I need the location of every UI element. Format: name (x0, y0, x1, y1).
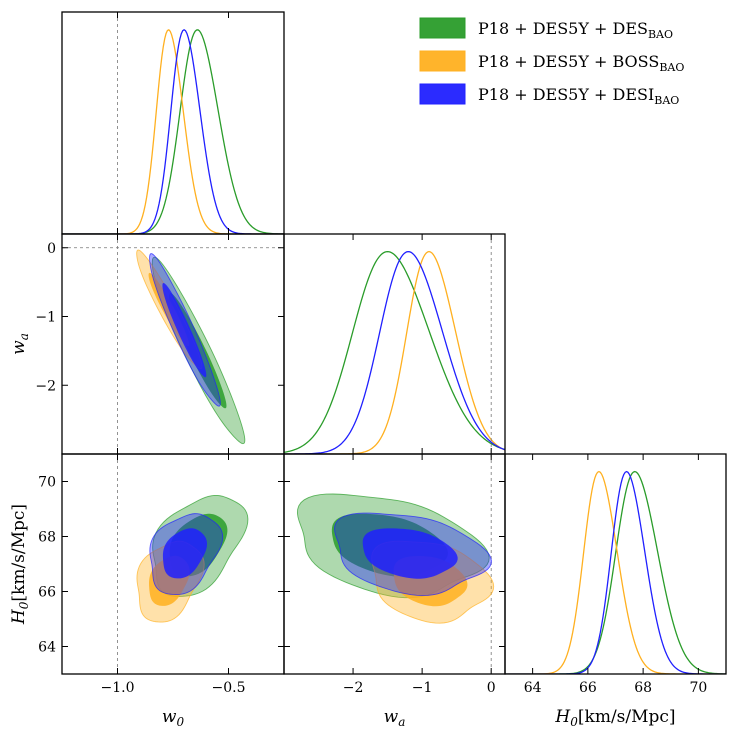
legend-swatch (419, 17, 466, 39)
y-axis-label-wa: wa (9, 333, 31, 355)
panel-plot-area (62, 12, 284, 234)
legend-label: P18 + DES5Y + DESIBAO (478, 85, 679, 107)
marginal-curve-H0-series-2 (505, 470, 726, 674)
marginal-curve-w0-series-2 (62, 28, 284, 234)
marginal-curve-wa-series-0 (284, 250, 505, 453)
x-tick-label-wa: 0 (487, 680, 496, 696)
panel-H0-H0 (504, 453, 727, 675)
legend-item: P18 + DES5Y + BOSSBAO (419, 50, 684, 74)
marginal-curve-H0-series-0 (505, 470, 726, 674)
y-tick-label-H0: 64 (38, 640, 56, 656)
panel-plot-area (284, 234, 505, 454)
x-tick-label-wa: −2 (343, 680, 364, 696)
contour-68-w0-wa-series-2 (162, 283, 207, 378)
x-tick-label-H0: 66 (579, 680, 597, 696)
x-tick-label-H0: 70 (689, 680, 707, 696)
panel-plot-area (296, 454, 495, 674)
marginal-curve-w0-series-0 (62, 29, 284, 234)
legend: P18 + DES5Y + DESBAO P18 + DES5Y + BOSSBA… (419, 17, 684, 107)
x-tick-label-w0: −1.0 (101, 680, 135, 696)
panel-w0-w0 (61, 11, 285, 235)
panel-frame (504, 453, 727, 675)
panel-plot-area (117, 454, 249, 674)
marginal-curve-w0-series-1 (62, 29, 284, 234)
legend-item: P18 + DES5Y + DESIBAO (419, 83, 679, 107)
contour-68-wa-H0-series-2 (362, 528, 458, 579)
panel-frame (61, 11, 285, 235)
x-axis-label-H0: H0[km/s/Mpc] (554, 707, 675, 729)
panel-plot-area (505, 470, 726, 674)
y-tick-label-wa: −1 (35, 310, 56, 326)
legend-swatch (419, 83, 466, 105)
y-tick-label-H0: 70 (38, 475, 56, 491)
x-tick-label-w0: −0.5 (212, 680, 246, 696)
legend-label: P18 + DES5Y + DESBAO (478, 19, 673, 41)
y-tick-label-H0: 68 (38, 530, 56, 546)
legend-swatch (419, 50, 466, 72)
x-tick-label-H0: 68 (634, 680, 652, 696)
panel-H0-w0 (61, 453, 285, 675)
contour-68-w0-H0-series-2 (162, 528, 208, 579)
panel-plot-area (62, 234, 284, 454)
y-tick-label-wa: 0 (47, 241, 56, 257)
panel-frame (61, 233, 285, 455)
marginal-curve-wa-series-1 (284, 250, 505, 454)
y-tick-label-wa: −2 (35, 378, 56, 394)
x-tick-label-H0: 64 (524, 680, 542, 696)
panel-frame (283, 233, 506, 455)
x-axis-label-wa: wa (384, 707, 406, 729)
x-tick-label-wa: −1 (412, 680, 433, 696)
panel-wa-w0 (61, 233, 285, 455)
marginal-curve-H0-series-1 (505, 470, 726, 674)
y-tick-label-H0: 66 (38, 585, 56, 601)
panel-wa-wa (283, 233, 506, 455)
y-axis-label-H0: H0[km/s/Mpc] (9, 504, 31, 625)
x-axis-label-w0: w0 (162, 707, 185, 729)
legend-item: P18 + DES5Y + DESBAO (419, 17, 673, 41)
legend-label: P18 + DES5Y + BOSSBAO (478, 52, 684, 74)
panel-H0-wa (283, 453, 506, 675)
marginal-curve-wa-series-2 (284, 250, 505, 454)
